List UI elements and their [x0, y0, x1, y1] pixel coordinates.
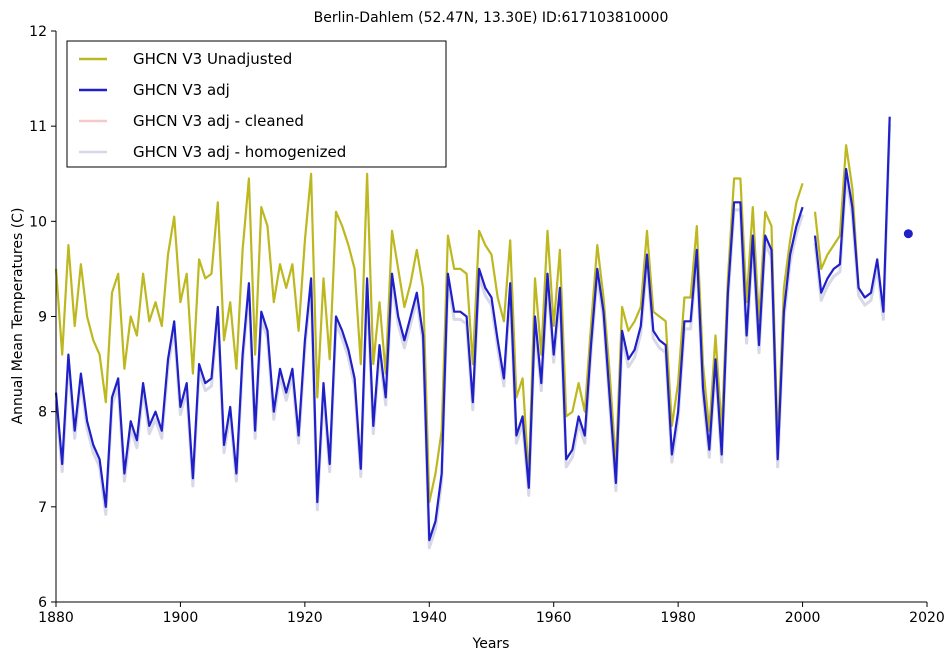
y-tick-label: 9 [38, 310, 47, 326]
legend-box [66, 40, 447, 168]
series-line [813, 116, 891, 313]
x-tick-label: 2020 [909, 610, 945, 626]
y-tick-label: 10 [29, 214, 47, 230]
x-tick-label: 1920 [287, 610, 323, 626]
legend-label: GHCN V3 adj - homogenized [133, 143, 346, 161]
y-axis-title: Annual Mean Temperatures (C) [10, 208, 26, 425]
x-tick-label: 1900 [163, 610, 199, 626]
series-line [54, 201, 804, 542]
x-tick-label: 1980 [660, 610, 696, 626]
y-tick-label: 8 [38, 405, 47, 421]
x-tick-label: 1940 [411, 610, 447, 626]
x-tick-label: 1960 [536, 610, 572, 626]
series-ghcn-v3-adj [54, 116, 913, 542]
chart-title: Berlin-Dahlem (52.47N, 13.30E) ID:617103… [314, 10, 669, 26]
y-tick-label: 12 [29, 24, 47, 40]
legend: GHCN V3 Unadjusted GHCN V3 adj GHCN V3 adj… [66, 40, 447, 168]
x-axis-title: Years [472, 636, 510, 652]
data-point [903, 229, 913, 239]
x-axis-ticks: 1880 1900 1920 1940 1960 1980 2000 2020 [38, 602, 945, 626]
legend-label: GHCN V3 Unadjusted [133, 50, 292, 68]
y-tick-label: 6 [38, 595, 47, 611]
y-tick-label: 11 [29, 119, 47, 135]
x-tick-label: 1880 [38, 610, 74, 626]
series-layer [54, 116, 913, 550]
x-tick-label: 2000 [785, 610, 821, 626]
legend-label: GHCN V3 adj - cleaned [133, 112, 304, 130]
legend-label: GHCN V3 adj [133, 81, 230, 99]
y-axis-ticks: 6 7 8 9 10 11 12 [29, 24, 56, 611]
series-line [54, 172, 804, 504]
y-tick-label: 7 [38, 500, 47, 516]
